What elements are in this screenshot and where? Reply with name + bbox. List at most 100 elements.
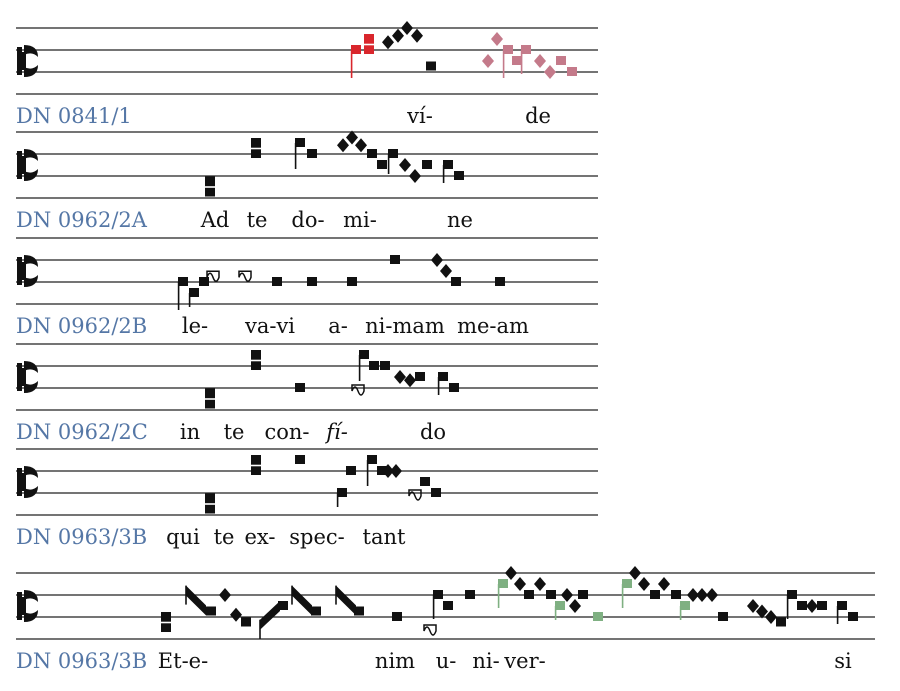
manuscript-label: DN 0963/3B — [16, 649, 147, 673]
square-neume-icon — [307, 277, 317, 286]
square-neume-icon — [367, 149, 377, 158]
square-neume-icon — [206, 606, 216, 616]
square-neume-icon — [718, 612, 728, 621]
staff-system: DN 0963/3B Et-e-nim u-ni-ver-si — [16, 566, 875, 673]
diamond-neume-icon — [534, 54, 546, 68]
diamond-neume-icon — [544, 65, 556, 79]
square-neume-icon — [431, 488, 441, 497]
square-neume-icon — [451, 277, 461, 286]
diamond-neume-icon — [230, 607, 242, 622]
square-neume-icon — [278, 601, 288, 610]
square-neume-icon — [438, 372, 448, 381]
square-neume-icon — [433, 590, 443, 599]
square-neume-icon — [178, 277, 188, 286]
lyric-syllable: ex- — [245, 525, 276, 549]
lyric-syllable: si — [834, 649, 852, 673]
staff-system: DN 0962/2A Ad te do-mi-ne — [16, 130, 598, 232]
square-neume-icon — [390, 255, 400, 264]
diamond-neume-icon — [382, 464, 394, 478]
square-neume-icon — [671, 590, 681, 599]
diamond-neume-icon — [394, 370, 406, 384]
square-neume-icon — [422, 160, 432, 169]
diamond-neume-icon — [514, 577, 526, 591]
square-neume-icon — [420, 477, 430, 486]
square-neume-icon — [848, 612, 858, 621]
lyric-syllable: va-vi — [244, 314, 295, 338]
quilisma-neume-icon — [423, 624, 437, 636]
diamond-neume-icon — [747, 599, 759, 613]
lyric-syllable: Ad — [200, 208, 230, 232]
square-neume-icon — [495, 277, 505, 286]
c-clef-icon — [17, 590, 38, 622]
lyric-syllable: ni-mam — [365, 314, 445, 338]
diamond-neume-icon — [629, 566, 641, 580]
quilisma-neume-icon — [206, 270, 220, 283]
square-neume-icon — [593, 612, 603, 621]
c-clef-icon — [17, 466, 38, 498]
diamond-neume-icon — [687, 588, 699, 602]
square-neume-icon — [521, 45, 531, 54]
ligature-neume-icon — [260, 601, 280, 630]
square-neume-icon — [199, 277, 209, 286]
square-neume-icon — [524, 590, 534, 599]
lyric-syllable: mi- — [343, 208, 377, 232]
square-neume-icon — [567, 67, 577, 76]
square-neume-icon — [347, 277, 357, 286]
square-neume-icon — [680, 601, 690, 610]
diamond-neume-icon — [534, 577, 546, 591]
quilisma-neume-icon — [351, 384, 365, 396]
diamond-neume-icon — [658, 577, 670, 591]
square-neume-icon — [354, 606, 364, 616]
diamond-neume-icon — [756, 604, 768, 619]
square-neume-icon — [776, 617, 786, 627]
diamond-neume-icon — [355, 138, 367, 153]
c-clef-icon — [17, 149, 38, 181]
diamond-neume-icon — [765, 610, 777, 624]
square-neume-icon — [189, 288, 199, 297]
square-neume-icon — [449, 383, 459, 392]
square-neume-icon — [377, 160, 387, 169]
diamond-neume-icon — [638, 577, 650, 591]
manuscript-label: DN 0962/2B — [16, 314, 147, 338]
square-neume-icon — [503, 45, 513, 54]
lyric-syllable: ví- — [406, 104, 433, 128]
square-neume-icon — [556, 56, 566, 65]
lyric-syllable: spec- — [289, 525, 345, 549]
diamond-neume-icon — [561, 588, 573, 602]
square-neume-icon — [622, 579, 632, 588]
quilisma-neume-icon — [408, 489, 422, 501]
square-neume-icon — [443, 601, 453, 610]
diamond-neume-icon — [482, 54, 494, 68]
lyric-syllable: me-am — [457, 314, 529, 338]
diamond-neume-icon — [219, 588, 231, 602]
manuscript-label: DN 0963/3B — [16, 525, 147, 549]
lyric-syllable: le- — [182, 314, 208, 338]
square-neume-icon — [241, 617, 251, 627]
square-neume-icon — [512, 56, 522, 65]
diamond-neume-icon — [346, 130, 358, 145]
square-neume-icon — [837, 601, 847, 610]
square-neume-icon — [346, 466, 356, 475]
diamond-neume-icon — [491, 32, 503, 46]
staff-system: DN 0963/3B qui te ex-spec-tant — [16, 448, 598, 549]
square-neume-icon — [295, 138, 305, 147]
ligature-neume-icon — [292, 585, 312, 616]
lyric-syllable: tant — [363, 525, 406, 549]
square-neume-icon — [498, 579, 508, 588]
c-clef-icon — [17, 361, 38, 393]
square-neume-icon — [359, 350, 369, 359]
lyric-syllable: u- — [436, 649, 457, 673]
square-neume-icon — [307, 149, 317, 158]
diamond-neume-icon — [404, 373, 416, 388]
square-neume-icon — [546, 590, 556, 599]
square-neume-icon — [369, 361, 379, 370]
square-neume-icon — [650, 590, 660, 599]
square-neume-icon — [272, 277, 282, 286]
c-clef-icon — [17, 45, 38, 77]
diamond-neume-icon — [337, 138, 349, 153]
square-neume-icon — [351, 45, 361, 54]
diamond-neume-icon — [401, 21, 413, 35]
square-neume-icon — [311, 606, 321, 616]
square-neume-icon — [388, 149, 398, 158]
